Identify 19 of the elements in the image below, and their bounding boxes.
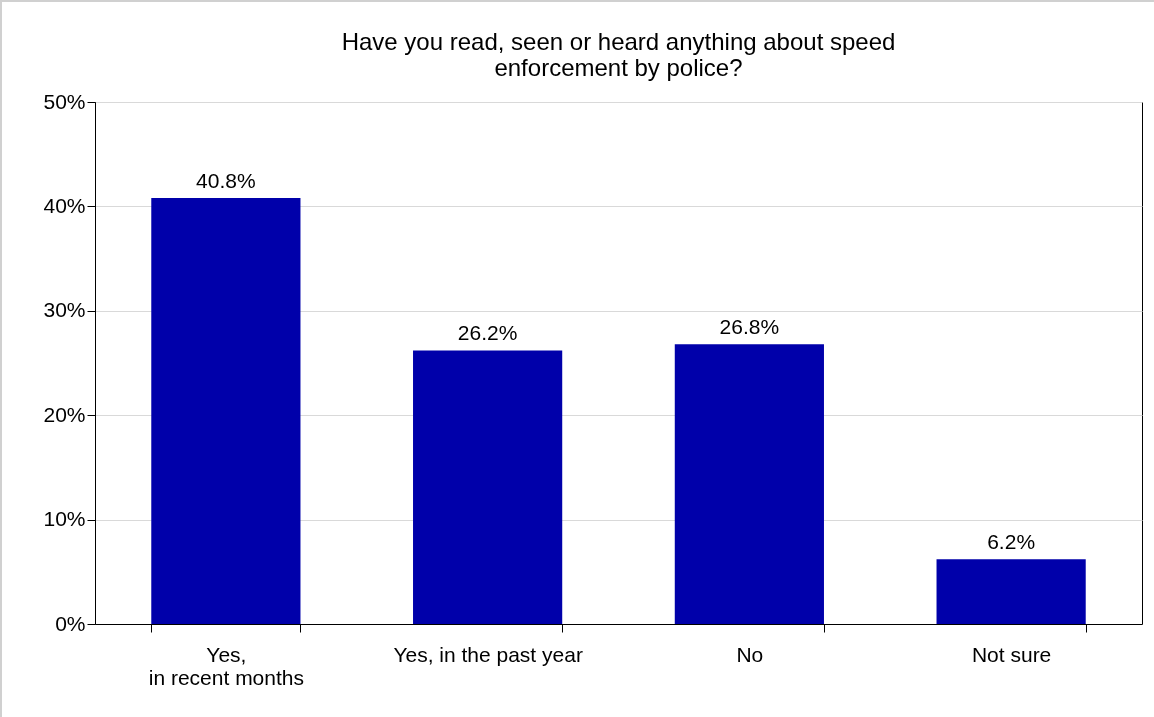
y-tick-label: 0% <box>55 611 86 635</box>
y-tick-label: 40% <box>43 193 86 217</box>
y-tick-label: 30% <box>43 298 86 322</box>
x-tick-label: Yes, in recent months <box>148 642 304 689</box>
x-tick-label: No <box>736 642 764 666</box>
data-label: 40.8% <box>196 169 256 193</box>
bar <box>151 198 301 624</box>
x-tick-label: Not sure <box>971 642 1052 666</box>
chart-title: Have you read, seen or heard anything about speed enforcement by police? <box>341 28 896 81</box>
data-label: 6.2% <box>987 530 1036 554</box>
bar <box>674 344 824 624</box>
bar <box>936 559 1086 624</box>
y-tick-label: 10% <box>43 507 86 531</box>
bar <box>413 350 563 624</box>
data-label: 26.2% <box>457 321 518 345</box>
data-label: 26.8% <box>719 315 780 339</box>
y-tick-label: 20% <box>43 402 86 426</box>
y-tick-label: 50% <box>43 89 86 113</box>
x-tick-label: Yes, in the past year <box>393 642 583 666</box>
